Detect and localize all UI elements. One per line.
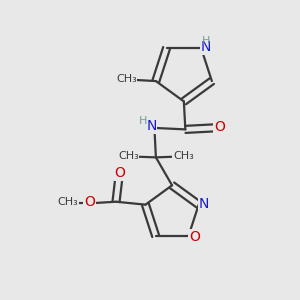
- Text: CH₃: CH₃: [118, 151, 139, 160]
- Text: CH₃: CH₃: [173, 151, 194, 160]
- Text: O: O: [114, 166, 125, 180]
- Text: CH₃: CH₃: [58, 197, 78, 207]
- Text: N: N: [201, 40, 211, 54]
- Text: O: O: [189, 230, 200, 244]
- Text: O: O: [84, 195, 95, 209]
- Text: N: N: [198, 197, 208, 211]
- Text: O: O: [214, 120, 225, 134]
- Text: H: H: [202, 36, 210, 46]
- Text: N: N: [146, 119, 157, 134]
- Text: CH₃: CH₃: [116, 74, 137, 84]
- Text: H: H: [139, 116, 147, 126]
